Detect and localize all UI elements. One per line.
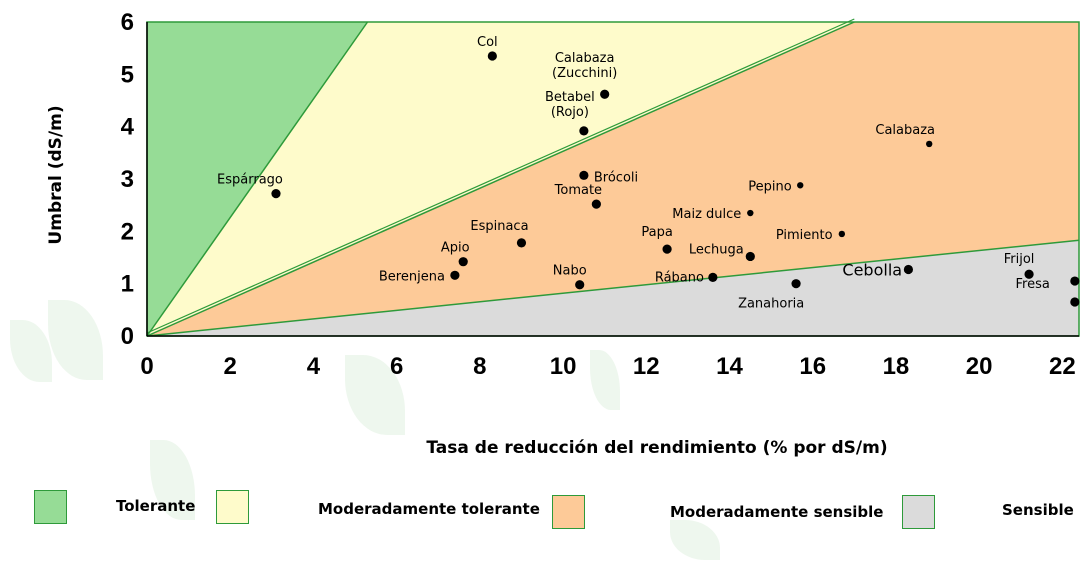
x-axis-title: Tasa de reducción del rendimiento (% por… [426,438,887,458]
data-point [903,264,914,275]
y-tick-label: 5 [121,61,134,88]
data-point-label: Berenjena [379,269,445,284]
data-point-label: Apio [441,241,470,256]
data-point [458,257,468,267]
zone-boundary-line [146,21,855,337]
x-tick-label: 10 [550,353,577,380]
data-point [579,126,589,136]
data-point-label: Frijol [1004,252,1035,267]
data-point [591,199,601,209]
legend-swatch-tolerant [34,490,67,524]
data-point [662,244,672,254]
x-tick-label: 16 [799,353,826,380]
data-point-label: Tomate [554,183,602,198]
data-point-label: Col [477,35,498,50]
legend-swatch-sensitive [902,495,935,529]
data-point [1070,276,1080,286]
x-tick-label: 14 [716,353,743,380]
data-point-label: Espárrago [217,173,283,188]
x-tick-label: 8 [473,353,486,380]
data-point-label: Espinaca [470,219,528,234]
data-point-label: Nabo [553,264,587,279]
data-point [516,238,527,248]
data-point [487,51,497,61]
data-point [579,170,589,180]
x-tick-label: 6 [390,353,403,380]
x-tick-label: 4 [307,353,321,380]
y-axis-title: Umbral (dS/m) [46,105,66,244]
data-point [600,89,610,99]
x-tick-label: 2 [224,353,237,380]
y-tick-label: 1 [121,271,134,298]
legend-label-moderately-tolerant: Moderadamente tolerante [318,500,540,518]
y-tick-labels: 0 1 2 3 4 5 6 [121,9,135,350]
legend-swatch-moderately-sensitive [552,495,585,529]
x-tick-label: 18 [883,353,910,380]
x-tick-label: 12 [633,353,660,380]
y-tick-label: 6 [121,9,134,36]
data-point [745,251,755,262]
data-point [926,140,933,148]
y-tick-label: 2 [121,218,134,245]
x-tick-label: 20 [966,353,993,380]
data-point-label: Calabaza (Zucchini) [552,51,617,81]
data-point [1070,297,1080,307]
x-tick-labels: 0 2 4 6 8 10 12 14 16 18 20 22 [140,353,1075,380]
data-point [747,209,754,217]
data-point-label: Rábano [655,270,704,285]
data-point [791,279,801,289]
data-point [838,230,846,238]
data-point [575,280,585,290]
data-point-label: Pimiento [776,228,833,243]
legend-label-moderately-sensitive: Moderadamente sensible [670,503,884,521]
x-tick-label: 0 [140,353,153,380]
data-point-label: Betabel (Rojo) [545,90,595,120]
y-tick-label: 4 [121,114,135,141]
axes [146,22,1079,337]
data-point-label: Brócoli [594,170,638,185]
zone-boundary-line [146,239,1080,337]
data-point-label: Pepino [748,179,791,194]
data-points: Col Calabaza (Zucchini) Betabel (Rojo) Calaba… [217,35,1080,312]
data-point-label: Lechuga [689,242,744,257]
data-point-label: Papa [641,225,672,240]
data-point-label: Fresa [1016,277,1050,292]
y-tick-label: 3 [121,166,134,193]
legend-label-tolerant: Tolerante [116,497,196,515]
data-point [1024,269,1034,279]
data-point-label: Zanahoria [738,297,804,312]
data-point [708,272,718,282]
zone-boundary-line [146,18,855,334]
zone-boundary-line [146,21,369,337]
y-tick-label: 0 [121,323,134,350]
data-point [271,189,281,199]
x-tick-label: 22 [1049,353,1076,380]
data-point-label: Maiz dulce [672,207,741,222]
data-point [797,182,804,189]
data-point-label: Calabaza [875,123,935,138]
legend-swatch-moderately-tolerant [216,490,249,524]
legend: Tolerante Moderadamente tolerante Modera… [0,488,1087,533]
data-point-label: Cebolla [842,261,902,280]
zone-sensitive [147,240,1079,336]
zone-moderately-sensitive [147,22,1079,336]
legend-label-sensitive: Sensible [1002,501,1074,519]
data-point [450,270,460,280]
